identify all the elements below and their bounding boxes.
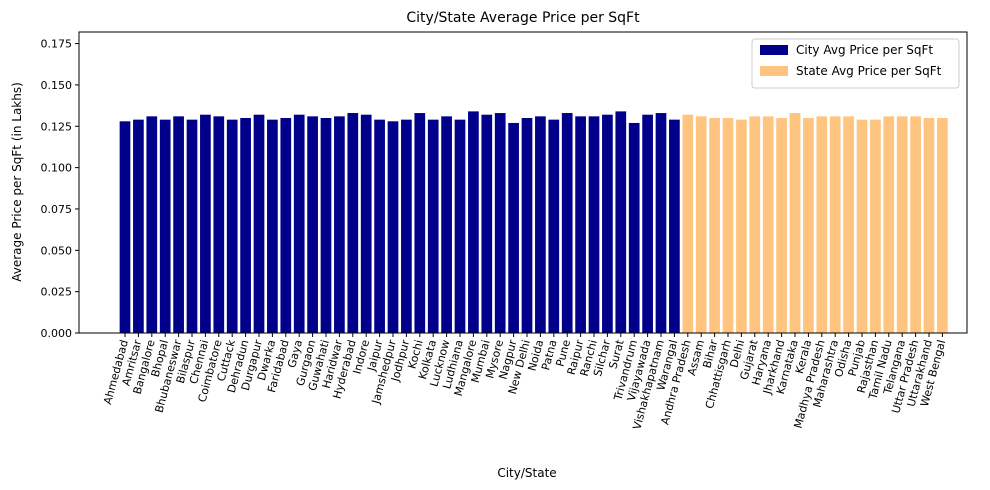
bar bbox=[253, 114, 265, 333]
bar bbox=[910, 116, 921, 333]
bar bbox=[937, 118, 948, 333]
bar bbox=[508, 122, 519, 334]
bar bbox=[776, 118, 787, 333]
bar bbox=[427, 119, 439, 334]
y-tick-label: 0.150 bbox=[41, 79, 73, 92]
plot-area bbox=[119, 111, 948, 334]
bar bbox=[494, 113, 506, 333]
bar bbox=[374, 119, 385, 334]
bar bbox=[843, 116, 854, 333]
y-tick-label: 0.050 bbox=[41, 244, 73, 257]
y-tick-label: 0.175 bbox=[41, 38, 73, 51]
bar bbox=[307, 116, 318, 333]
bar bbox=[401, 119, 412, 334]
bar bbox=[789, 113, 801, 333]
bar bbox=[548, 119, 560, 334]
bar bbox=[280, 118, 292, 333]
bar bbox=[360, 114, 372, 333]
bar bbox=[535, 116, 546, 333]
bar bbox=[240, 118, 251, 333]
bar bbox=[883, 116, 895, 333]
bar bbox=[669, 119, 680, 334]
bar bbox=[468, 111, 479, 333]
y-axis: 0.000 0.025 0.050 0.075 0.100 0.125 0.150 0.175 bbox=[41, 38, 79, 340]
bar bbox=[762, 116, 774, 333]
bar bbox=[709, 118, 720, 333]
bar bbox=[816, 116, 828, 333]
bar bbox=[682, 114, 694, 333]
y-tick-label: 0.025 bbox=[41, 286, 73, 299]
bar bbox=[829, 116, 841, 333]
y-tick-label: 0.000 bbox=[41, 327, 73, 340]
y-tick-label: 0.125 bbox=[41, 120, 73, 133]
bar bbox=[441, 116, 452, 333]
bar bbox=[575, 116, 586, 333]
bar bbox=[722, 118, 734, 333]
legend-swatch-state bbox=[760, 66, 788, 76]
bar bbox=[414, 113, 426, 333]
bar bbox=[186, 119, 198, 334]
bar bbox=[521, 118, 533, 333]
legend-label-city: City Avg Price per SqFt bbox=[796, 43, 933, 57]
bar bbox=[347, 113, 359, 333]
bar bbox=[588, 116, 600, 333]
bar bbox=[334, 116, 345, 333]
bar bbox=[736, 119, 747, 334]
bar bbox=[749, 116, 761, 333]
bar bbox=[655, 113, 667, 333]
bar bbox=[923, 118, 935, 333]
bar bbox=[454, 119, 466, 334]
y-tick-label: 0.075 bbox=[41, 203, 73, 216]
chart-title: City/State Average Price per SqFt bbox=[406, 10, 640, 26]
bar bbox=[602, 114, 613, 333]
bar bbox=[481, 114, 493, 333]
bar bbox=[642, 114, 653, 333]
plot-frame bbox=[78, 31, 968, 334]
bar bbox=[870, 119, 881, 334]
legend-box bbox=[751, 38, 960, 89]
bar bbox=[267, 119, 278, 334]
bar bbox=[561, 113, 573, 333]
bar bbox=[213, 116, 225, 333]
bar bbox=[615, 111, 627, 333]
legend: City Avg Price per SqFt State Avg Price … bbox=[751, 38, 960, 89]
legend-label-state: State Avg Price per SqFt bbox=[796, 64, 942, 78]
bar bbox=[133, 119, 144, 334]
bar bbox=[293, 114, 305, 333]
x-axis: AhmedabadAmritsarBangaloreBhopalBhubanes… bbox=[101, 333, 948, 431]
bar bbox=[226, 119, 238, 334]
bar bbox=[146, 116, 158, 333]
bar bbox=[695, 116, 707, 333]
bar bbox=[173, 116, 184, 333]
y-tick-label: 0.100 bbox=[41, 162, 73, 175]
bar bbox=[119, 121, 131, 333]
x-axis-label: City/State bbox=[497, 466, 556, 480]
bar bbox=[320, 118, 332, 333]
bar bbox=[628, 122, 640, 334]
bar bbox=[200, 114, 211, 333]
bar bbox=[387, 121, 399, 333]
legend-swatch-city bbox=[760, 45, 788, 55]
y-axis-label: Average Price per SqFt (in Lakhs) bbox=[10, 82, 24, 282]
bar bbox=[159, 119, 171, 334]
bar bbox=[803, 118, 814, 333]
bar bbox=[856, 119, 868, 334]
bar bbox=[896, 116, 908, 333]
